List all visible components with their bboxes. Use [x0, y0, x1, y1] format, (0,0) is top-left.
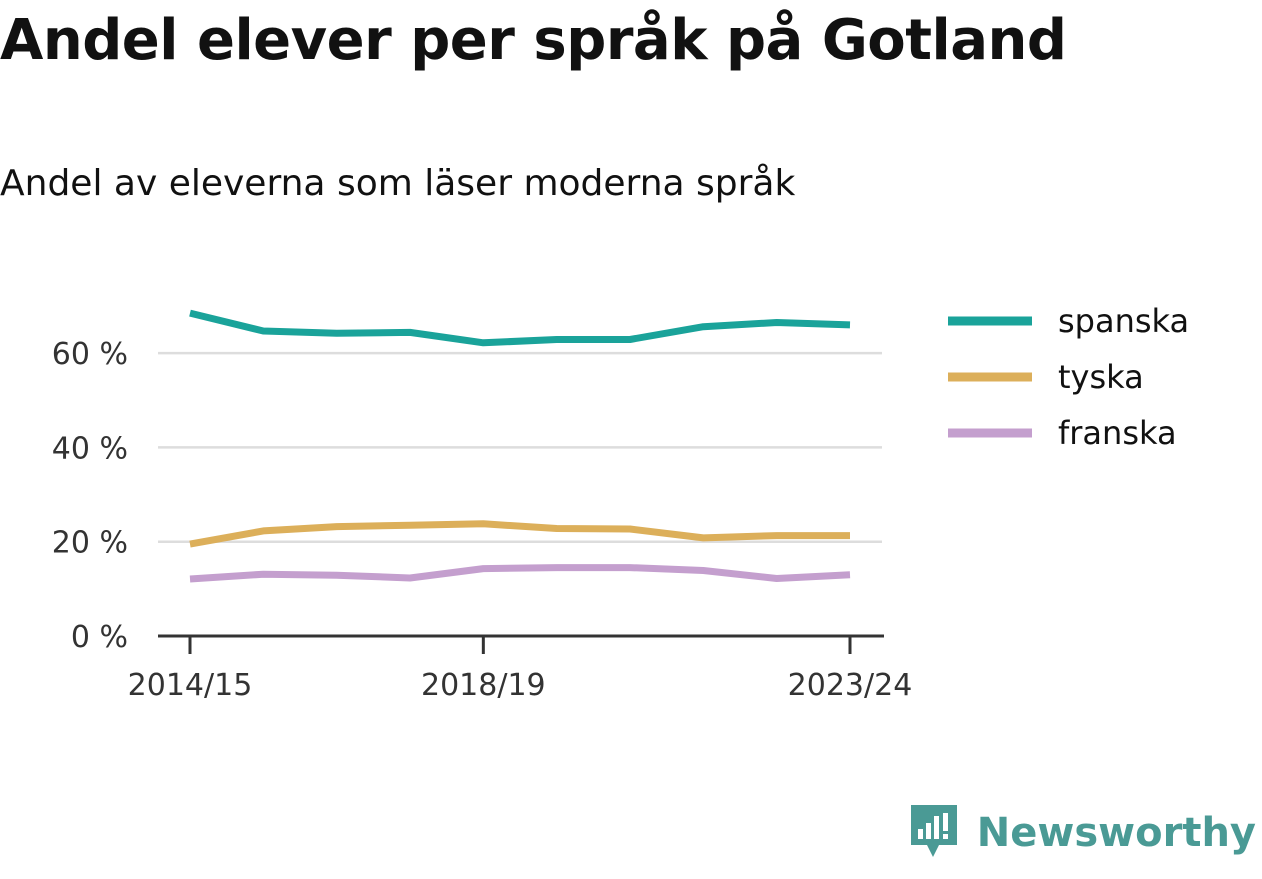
x-tick-label: 2018/19	[421, 668, 546, 703]
brand-logo: Newsworthy	[909, 801, 1256, 865]
legend-item-tyska: tyska	[948, 358, 1144, 396]
chart-title: Andel elever per språk på Gotland	[0, 8, 1067, 73]
series-line-tyska	[189, 520, 850, 548]
y-tick-label: 0 %	[71, 620, 128, 655]
bar-chart-speech-bubble-icon	[909, 801, 959, 865]
x-tick-label: 2023/24	[788, 668, 913, 703]
y-tick-label: 20 %	[52, 526, 128, 561]
legend-item-spanska: spanska	[948, 302, 1189, 340]
y-tick-label: 40 %	[52, 431, 128, 466]
x-tick-label: 2014/15	[128, 668, 253, 703]
series-line-franska	[189, 564, 851, 583]
legend-item-franska: franska	[948, 414, 1177, 452]
legend-label: spanska	[1058, 302, 1189, 340]
y-tick-label: 60 %	[52, 337, 128, 372]
gridlines	[158, 351, 882, 543]
legend: spanska tyska franska	[948, 302, 1189, 452]
axes: 0 % 20 % 40 % 60 % 2014/15 2018/19 2023/24	[52, 337, 913, 703]
brand-name: Newsworthy	[976, 810, 1256, 856]
legend-label: tyska	[1058, 358, 1144, 396]
chart-subtitle: Andel av eleverna som läser moderna språ…	[0, 163, 796, 204]
series-lines	[189, 309, 851, 583]
series-line-spanska	[189, 309, 851, 347]
legend-label: franska	[1058, 414, 1177, 452]
